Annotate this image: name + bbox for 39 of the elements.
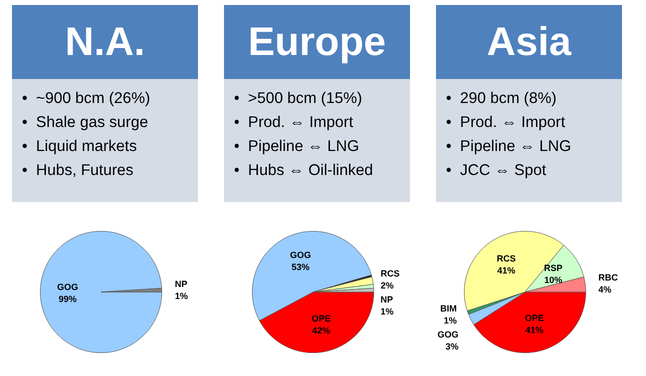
data-label: 4% [598, 284, 612, 295]
data-label: 41% [497, 265, 516, 276]
data-label: 42% [312, 325, 330, 336]
slice-label: RSP [544, 263, 563, 274]
text: • JCC ⇔ Spot [446, 161, 548, 181]
slice-label: GOG [290, 250, 311, 260]
data-label: 41% [525, 325, 544, 336]
data-label: 99% [58, 294, 77, 304]
text: • 290 bcm (8%) [446, 89, 558, 109]
data-label: 1% [444, 316, 457, 326]
text: • Hubs ⇔ Oil-linked [234, 161, 374, 181]
slice-label: GOG [57, 282, 78, 292]
text: Europe [224, 5, 410, 79]
slice-label: GOG [438, 330, 459, 340]
data-label: 1% [380, 306, 394, 316]
slice-label: OPE [524, 313, 544, 324]
text: N.A. [12, 5, 198, 79]
text: • Prod. ⇔ Import [446, 113, 566, 133]
text: • Shale gas surge [22, 113, 150, 133]
text: • Pipeline ⇔ LNG [446, 137, 572, 157]
text: • Liquid markets [22, 137, 138, 157]
data-label: 1% [174, 290, 188, 301]
slice-label: NP [380, 294, 394, 304]
text: • Hubs, Futures [22, 161, 134, 181]
slice-label: OPE [312, 313, 331, 324]
text: • Pipeline ⇔ LNG [234, 137, 360, 157]
text: Asia [436, 5, 622, 79]
data-label: 3% [446, 342, 459, 352]
data-label: 10% [544, 275, 562, 286]
text: • >500 bcm (15%) [234, 89, 364, 109]
slice-label: NP [174, 278, 188, 289]
text: • ~900 bcm (26%) [22, 89, 152, 109]
slice-label: RCS [496, 253, 516, 264]
slice-label: RCS [380, 268, 400, 278]
slice-label: RBC [598, 272, 618, 283]
data-label: 2% [380, 280, 394, 290]
text: • Prod. ⇔ Import [234, 113, 354, 133]
slice-label: BIM [440, 304, 457, 314]
data-label: 53% [291, 262, 310, 272]
